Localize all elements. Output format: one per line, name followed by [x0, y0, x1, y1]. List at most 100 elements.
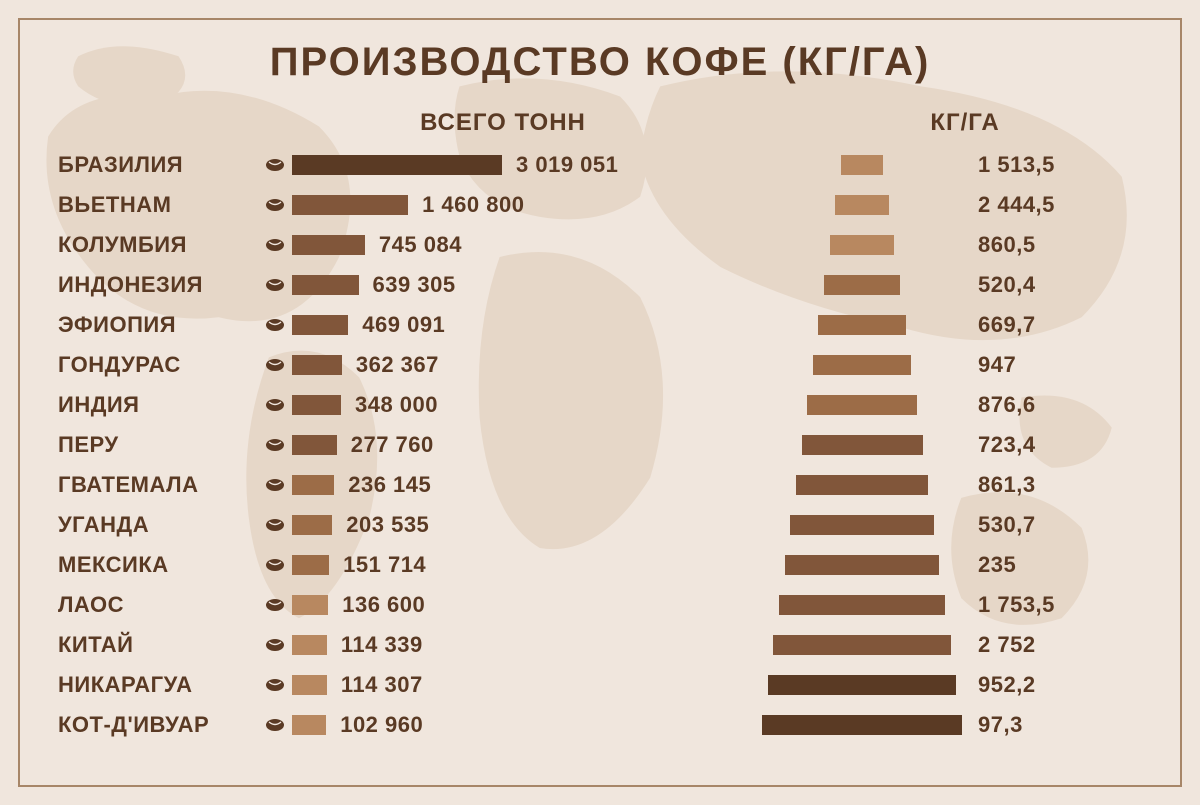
kgha-bar: [802, 435, 923, 455]
kgha-value: 860,5: [978, 232, 1098, 258]
tons-bar: [292, 435, 337, 455]
table-row: ЭФИОПИЯ 469 091 669,7: [58, 307, 1142, 343]
kgha-cell: 97,3: [732, 712, 1142, 738]
coffee-bean-icon: [258, 638, 292, 652]
tons-value: 1 460 800: [422, 192, 524, 218]
tons-bar: [292, 635, 327, 655]
tons-bar: [292, 515, 332, 535]
tons-bar: [292, 715, 326, 735]
country-label: МЕКСИКА: [58, 552, 258, 578]
country-label: ЭФИОПИЯ: [58, 312, 258, 338]
tons-value: 745 084: [379, 232, 462, 258]
country-label: ВЬЕТНАМ: [58, 192, 258, 218]
kgha-value: 235: [978, 552, 1098, 578]
table-row: ИНДИЯ 348 000 876,6: [58, 387, 1142, 423]
kgha-cell: 1 753,5: [732, 592, 1142, 618]
tons-cell: 348 000: [292, 392, 732, 418]
tons-value: 114 339: [341, 632, 423, 658]
tons-bar: [292, 155, 502, 175]
tons-bar: [292, 315, 348, 335]
coffee-bean-icon: [258, 198, 292, 212]
kgha-cell: 723,4: [732, 432, 1142, 458]
table-row: ИНДОНЕЗИЯ 639 305 520,4: [58, 267, 1142, 303]
tons-value: 639 305: [373, 272, 456, 298]
tons-cell: 136 600: [292, 592, 732, 618]
tons-value: 114 307: [341, 672, 423, 698]
tons-cell: 114 307: [292, 672, 732, 698]
tons-bar: [292, 475, 334, 495]
country-label: УГАНДА: [58, 512, 258, 538]
tons-cell: 203 535: [292, 512, 732, 538]
country-label: ГВАТЕМАЛА: [58, 472, 258, 498]
table-row: МЕКСИКА 151 714 235: [58, 547, 1142, 583]
country-label: ПЕРУ: [58, 432, 258, 458]
table-row: КОТ-Д'ИВУАР 102 960 97,3: [58, 707, 1142, 743]
kgha-value: 876,6: [978, 392, 1098, 418]
kgha-bar: [762, 715, 962, 735]
tons-value: 348 000: [355, 392, 438, 418]
kgha-value: 669,7: [978, 312, 1098, 338]
coffee-bean-icon: [258, 478, 292, 492]
coffee-bean-icon: [258, 158, 292, 172]
kgha-bar: [835, 195, 888, 215]
kgha-cell: 947: [732, 352, 1142, 378]
tons-cell: 277 760: [292, 432, 732, 458]
kgha-cell: 2 444,5: [732, 192, 1142, 218]
table-row: ГОНДУРАС 362 367 947: [58, 347, 1142, 383]
coffee-bean-icon: [258, 518, 292, 532]
page-title: ПРОИЗВОДСТВО КОФЕ (КГ/ГА): [58, 40, 1142, 85]
coffee-bean-icon: [258, 318, 292, 332]
kgha-bar: [830, 235, 895, 255]
kgha-bar: [841, 155, 883, 175]
coffee-bean-icon: [258, 558, 292, 572]
tons-value: 151 714: [343, 552, 426, 578]
kgha-cell: 1 513,5: [732, 152, 1142, 178]
table-row: ВЬЕТНАМ 1 460 800 2 444,5: [58, 187, 1142, 223]
country-label: ЛАОС: [58, 592, 258, 618]
tons-bar: [292, 275, 359, 295]
data-rows: БРАЗИЛИЯ 3 019 051 1 513,5 ВЬЕТНАМ 1 460…: [58, 147, 1142, 743]
tons-bar: [292, 195, 408, 215]
kgha-bar: [807, 395, 917, 415]
kgha-cell: 235: [732, 552, 1142, 578]
table-row: НИКАРАГУА 114 307 952,2: [58, 667, 1142, 703]
country-label: КОЛУМБИЯ: [58, 232, 258, 258]
kgha-value: 2 752: [978, 632, 1098, 658]
header-tons: ВСЕГО ТОНН: [278, 109, 728, 137]
kgha-bar: [790, 515, 934, 535]
tons-cell: 236 145: [292, 472, 732, 498]
tons-bar: [292, 395, 341, 415]
tons-bar: [292, 355, 342, 375]
kgha-value: 530,7: [978, 512, 1098, 538]
tons-cell: 3 019 051: [292, 152, 732, 178]
coffee-bean-icon: [258, 358, 292, 372]
coffee-bean-icon: [258, 278, 292, 292]
coffee-bean-icon: [258, 438, 292, 452]
table-row: БРАЗИЛИЯ 3 019 051 1 513,5: [58, 147, 1142, 183]
tons-cell: 469 091: [292, 312, 732, 338]
tons-value: 203 535: [346, 512, 429, 538]
kgha-bar: [824, 275, 900, 295]
kgha-value: 97,3: [978, 712, 1098, 738]
coffee-bean-icon: [258, 718, 292, 732]
kgha-value: 723,4: [978, 432, 1098, 458]
kgha-bar: [779, 595, 945, 615]
tons-value: 277 760: [351, 432, 434, 458]
kgha-bar: [768, 675, 957, 695]
country-label: БРАЗИЛИЯ: [58, 152, 258, 178]
kgha-bar: [785, 555, 940, 575]
tons-cell: 102 960: [292, 712, 732, 738]
coffee-bean-icon: [258, 598, 292, 612]
tons-cell: 114 339: [292, 632, 732, 658]
tons-cell: 1 460 800: [292, 192, 732, 218]
table-row: ГВАТЕМАЛА 236 145 861,3: [58, 467, 1142, 503]
kgha-cell: 530,7: [732, 512, 1142, 538]
tons-cell: 639 305: [292, 272, 732, 298]
kgha-value: 1 753,5: [978, 592, 1098, 618]
kgha-value: 520,4: [978, 272, 1098, 298]
tons-cell: 151 714: [292, 552, 732, 578]
tons-bar: [292, 555, 329, 575]
coffee-bean-icon: [258, 678, 292, 692]
country-label: ИНДОНЕЗИЯ: [58, 272, 258, 298]
tons-value: 136 600: [342, 592, 425, 618]
